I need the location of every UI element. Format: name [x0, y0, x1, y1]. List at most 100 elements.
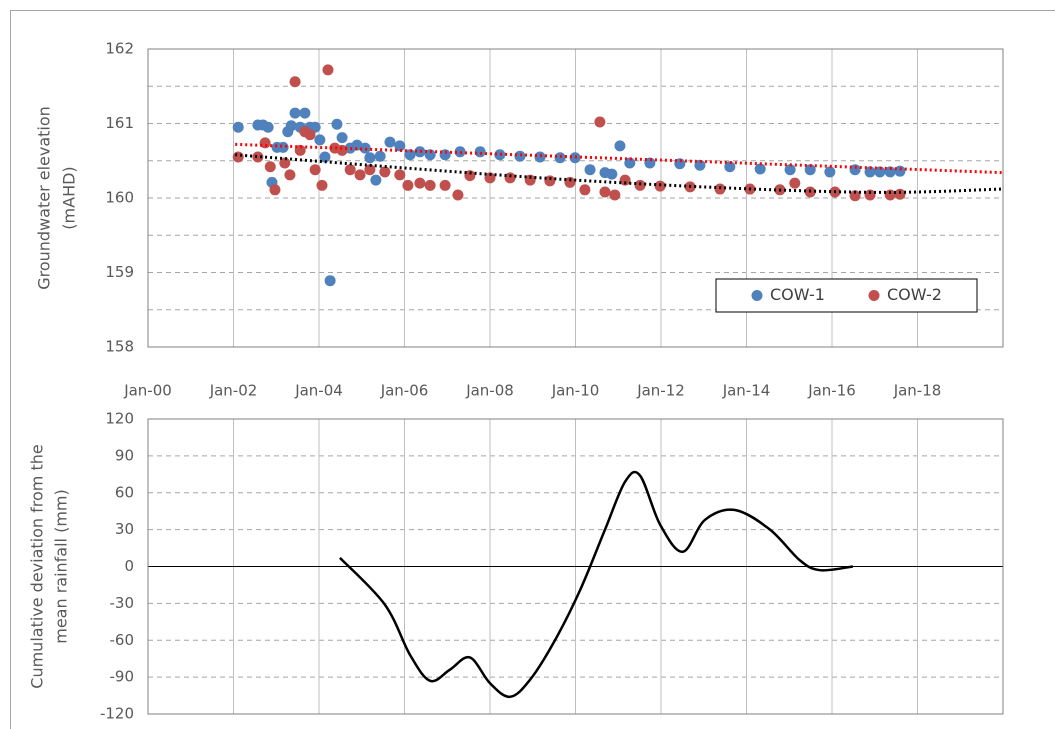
- data-point: [322, 64, 334, 76]
- data-point: [674, 158, 686, 170]
- data-point: [379, 166, 391, 178]
- data-point: [262, 121, 274, 133]
- data-point: [279, 157, 291, 169]
- y-axis-title: mean rainfall (mm): [52, 489, 71, 644]
- data-point: [864, 166, 876, 178]
- data-point: [579, 184, 591, 196]
- y-tick-label: -90: [110, 668, 135, 686]
- y-tick-label: 0: [124, 557, 134, 575]
- data-point: [454, 146, 466, 158]
- data-point: [754, 163, 766, 175]
- frame: [10, 10, 1055, 729]
- y-axis-title: Groundwater elevation: [35, 106, 54, 290]
- data-point: [594, 116, 606, 128]
- data-point: [309, 164, 321, 176]
- data-point: [374, 150, 386, 162]
- data-point: [874, 166, 886, 178]
- data-point: [289, 107, 301, 119]
- data-point: [284, 169, 296, 181]
- data-point: [289, 76, 301, 88]
- data-point: [414, 177, 426, 189]
- data-point: [285, 120, 297, 132]
- data-point: [354, 169, 366, 181]
- trend-line: [235, 142, 1004, 175]
- data-point: [884, 166, 896, 178]
- data-point: [414, 146, 426, 158]
- x-tick-label: Jan-00: [123, 382, 172, 400]
- x-tick-label: Jan-02: [209, 382, 258, 400]
- y-tick-label: 161: [105, 114, 134, 132]
- data-point: [644, 157, 656, 169]
- data-point: [394, 140, 406, 152]
- x-tick-label: Jan-16: [807, 382, 856, 400]
- data-point: [504, 172, 516, 184]
- x-tick-label: Jan-12: [636, 382, 685, 400]
- y-tick-label: 120: [105, 410, 134, 428]
- data-point: [724, 161, 736, 173]
- data-point: [394, 169, 406, 181]
- data-point: [464, 170, 476, 182]
- data-point: [894, 188, 906, 200]
- x-tick-label: Jan-10: [551, 382, 600, 400]
- data-point: [324, 275, 336, 287]
- data-point: [884, 189, 896, 201]
- data-point: [294, 144, 306, 156]
- data-point: [314, 134, 326, 146]
- data-point: [252, 151, 264, 163]
- data-point: [331, 118, 343, 130]
- data-point: [364, 152, 376, 164]
- data-point: [439, 149, 451, 161]
- y-tick-label: -30: [110, 594, 135, 612]
- y-tick-label: 162: [105, 40, 134, 58]
- data-point: [619, 174, 631, 186]
- trend-line: [235, 153, 1004, 194]
- data-point: [424, 149, 436, 161]
- data-point: [259, 137, 271, 149]
- data-point: [319, 151, 331, 163]
- data-point: [584, 164, 596, 176]
- data-point: [864, 189, 876, 201]
- data-point: [452, 189, 464, 201]
- data-point: [599, 186, 611, 198]
- data-point: [439, 179, 451, 191]
- x-tick-label: Jan-04: [294, 382, 343, 400]
- data-point: [402, 179, 414, 191]
- y-axis-title: (mAHD): [60, 166, 79, 229]
- data-point: [336, 132, 348, 144]
- y-tick-label: 60: [115, 483, 134, 501]
- data-point: [564, 176, 576, 188]
- y-axis-title: Cumulative deviation from the: [28, 444, 47, 688]
- data-point: [894, 165, 906, 177]
- data-point: [606, 168, 618, 180]
- data-point: [494, 149, 506, 161]
- line: [339, 470, 854, 699]
- x-tick-label: Jan-18: [893, 382, 942, 400]
- data-point: [694, 159, 706, 171]
- data-point: [370, 174, 382, 186]
- data-point: [424, 179, 436, 191]
- data-point: [344, 164, 356, 176]
- data-point: [264, 161, 276, 173]
- legend-label: COW-2: [887, 285, 942, 304]
- data-point: [232, 151, 244, 163]
- x-tick-label: Jan-14: [722, 382, 771, 400]
- data-point: [624, 157, 636, 169]
- data-point: [364, 164, 376, 176]
- data-point: [824, 166, 836, 178]
- data-point: [384, 136, 396, 148]
- x-tick-label: Jan-06: [380, 382, 429, 400]
- plot-border: [147, 418, 1004, 715]
- y-tick-label: 30: [115, 520, 134, 538]
- data-point: [232, 121, 244, 133]
- legend-marker: [868, 290, 880, 301]
- data-point: [524, 174, 536, 186]
- data-point: [849, 164, 861, 176]
- data-point: [269, 184, 281, 196]
- y-tick-label: 90: [115, 446, 134, 464]
- data-point: [514, 150, 526, 162]
- data-point: [474, 146, 486, 158]
- data-point: [316, 179, 328, 191]
- data-point: [614, 140, 626, 152]
